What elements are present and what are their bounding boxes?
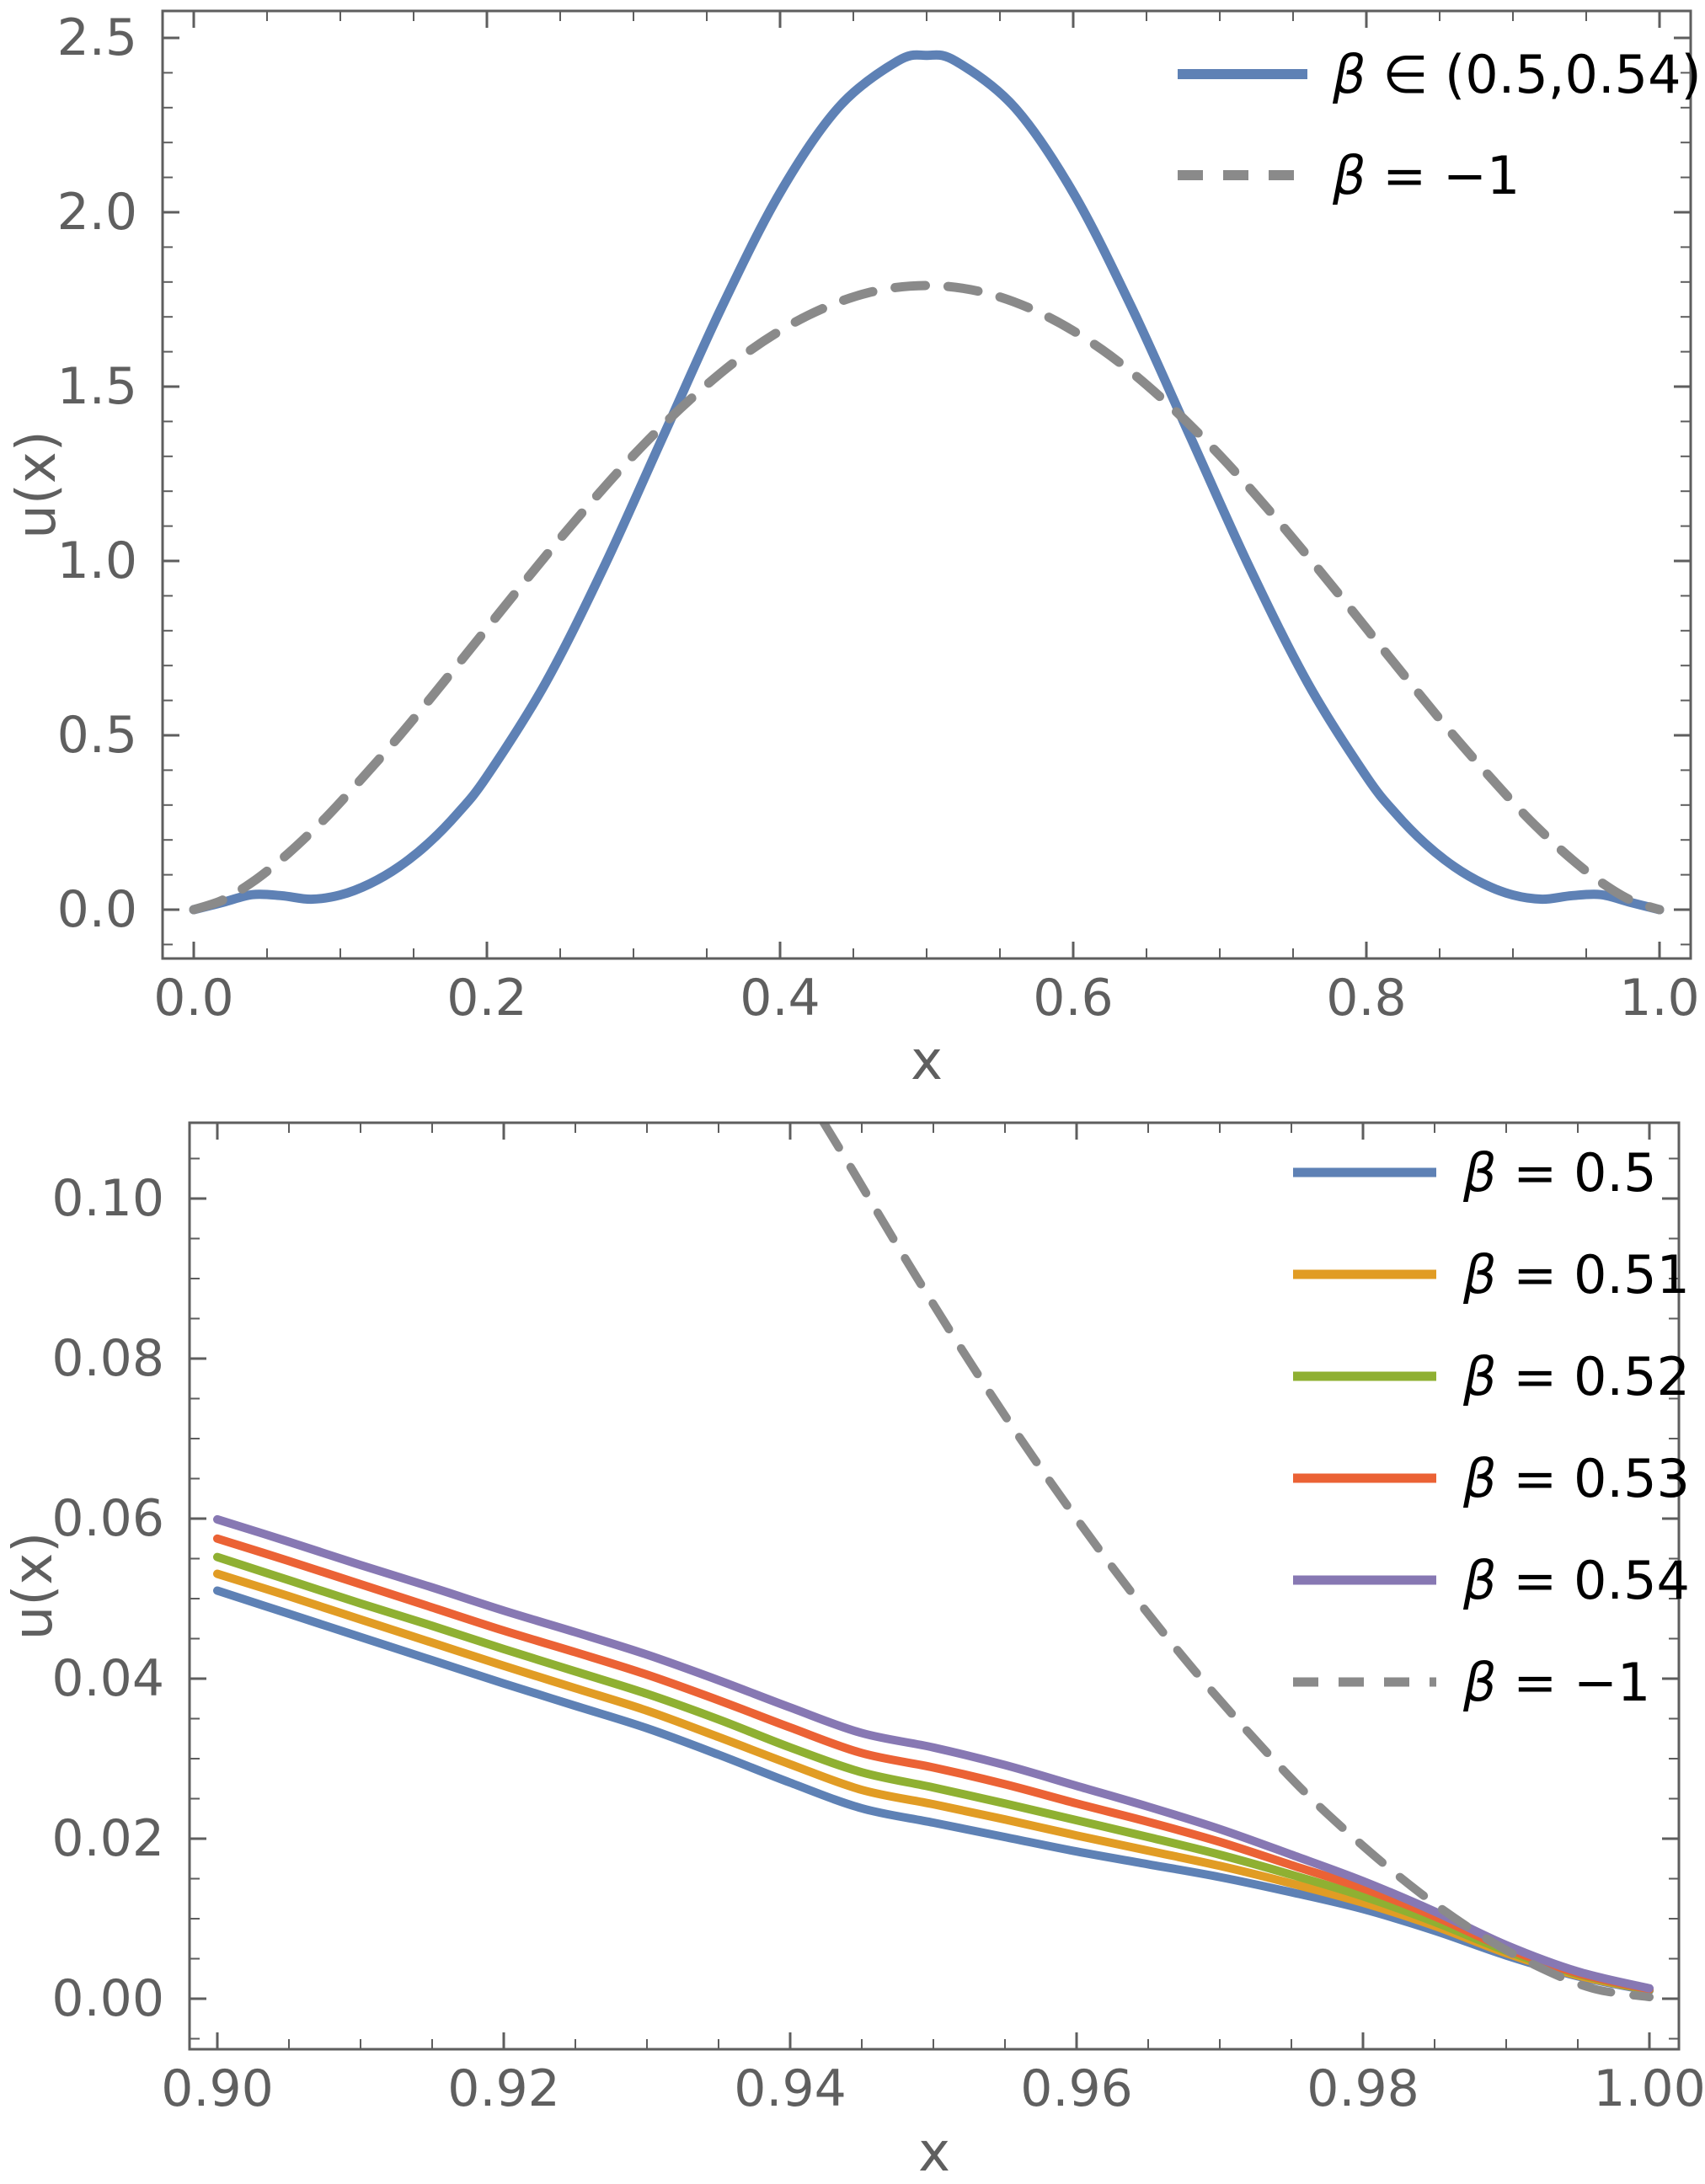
legend-item-beta-0.54: β = 0.54 <box>1293 1550 1690 1611</box>
curve-beta-0.51 <box>213 1569 1654 1994</box>
bottom-chart: 0.90 0.92 0.94 0.96 0.98 1.00 0.00 0.02 0.04 0.06… <box>3 1121 1705 2184</box>
y-tick-label: 0.10 <box>51 1169 164 1228</box>
bottom-legend: β = 0.5 β = 0.51 β = 0.52 β = 0.53 β = 0.54 β… <box>1293 1142 1690 1713</box>
bottom-tick-labels: 0.90 0.92 0.94 0.96 0.98 1.00 0.00 0.02 0.04 0.06… <box>51 1169 1705 2118</box>
y-tick-label: 0.5 <box>57 706 137 765</box>
legend-label-beta-0.51: β = 0.51 <box>1462 1244 1690 1306</box>
x-tick-label: 0.6 <box>1033 969 1113 1028</box>
legend-label-beta-minus-1: β = −1 <box>1462 1652 1650 1713</box>
y-tick-label: 0.04 <box>51 1649 164 1708</box>
x-axis-label: x <box>918 2122 950 2184</box>
legend-label-beta-0.53: β = 0.53 <box>1462 1448 1690 1509</box>
y-tick-label: 1.0 <box>57 531 137 590</box>
legend-item-beta-in-0.5-0.54: β ∈ (0.5,0.54) <box>1178 44 1702 105</box>
legend-label-beta-0.52: β = 0.52 <box>1462 1346 1690 1407</box>
x-tick-label: 0.0 <box>153 969 233 1028</box>
y-tick-label: 0.08 <box>51 1329 164 1388</box>
x-tick-label: 0.4 <box>740 969 820 1028</box>
y-tick-label: 0.02 <box>51 1809 164 1868</box>
legend-item-beta-0.52: β = 0.52 <box>1293 1346 1690 1407</box>
x-tick-label: 0.96 <box>1020 2059 1133 2118</box>
x-tick-label: 0.94 <box>734 2059 847 2118</box>
top-ticks <box>163 11 1691 959</box>
curve-beta-0.52 <box>213 1552 1654 1994</box>
legend-label-beta-0.5: β = 0.5 <box>1462 1142 1657 1204</box>
x-tick-label: 0.2 <box>446 969 526 1028</box>
curve-beta-0.53 <box>213 1534 1654 1994</box>
y-tick-label: 2.5 <box>57 8 137 67</box>
x-tick-label: 0.98 <box>1307 2059 1419 2118</box>
top-legend: β ∈ (0.5,0.54) β = −1 <box>1178 44 1702 206</box>
x-tick-label: 0.90 <box>161 2059 274 2118</box>
legend-label-beta-0.54: β = 0.54 <box>1462 1550 1690 1611</box>
top-tick-labels: 0.0 0.2 0.4 0.6 0.8 1.0 0.0 0.5 1.0 1.5 2.0 2.5 <box>57 8 1700 1028</box>
bottom-series <box>213 1123 1654 2002</box>
curve-beta-0.5 <box>213 1586 1654 1995</box>
legend-label-beta-in-0.5-0.54: β ∈ (0.5,0.54) <box>1332 44 1702 105</box>
curve-beta-minus-1 <box>189 280 1665 915</box>
curve-beta-0.54 <box>213 1514 1654 1993</box>
x-tick-label: 1.00 <box>1593 2059 1705 2118</box>
legend-item-beta-0.5: β = 0.5 <box>1293 1142 1657 1204</box>
y-axis-label: u(x) <box>3 1532 65 1640</box>
y-tick-label: 0.06 <box>51 1489 164 1548</box>
legend-item-beta-0.51: β = 0.51 <box>1293 1244 1690 1306</box>
y-tick-label: 0.00 <box>51 1969 164 2028</box>
top-series <box>189 50 1665 915</box>
x-tick-label: 1.0 <box>1619 969 1699 1028</box>
legend-label-beta-minus-1: β = −1 <box>1332 145 1520 206</box>
y-axis-label: u(x) <box>6 430 68 538</box>
x-axis-label: x <box>911 1030 943 1092</box>
y-tick-label: 2.0 <box>57 183 137 242</box>
legend-item-beta-minus-1: β = −1 <box>1293 1652 1650 1713</box>
x-tick-label: 0.92 <box>447 2059 560 2118</box>
bottom-ticks <box>190 1123 1679 2049</box>
curve-beta-minus-1 <box>819 1123 1654 2002</box>
top-chart: 0.0 0.2 0.4 0.6 0.8 1.0 0.0 0.5 1.0 1.5 2.0 2.5 x u(x… <box>6 8 1702 1092</box>
legend-item-beta-0.53: β = 0.53 <box>1293 1448 1690 1509</box>
x-tick-label: 0.8 <box>1326 969 1406 1028</box>
bottom-frame <box>188 1121 1681 2051</box>
y-tick-label: 1.5 <box>57 357 137 416</box>
legend-item-beta-minus-1: β = −1 <box>1178 145 1520 206</box>
curve-beta-in-0.5-0.54 <box>189 50 1665 915</box>
y-tick-label: 0.0 <box>57 880 137 939</box>
